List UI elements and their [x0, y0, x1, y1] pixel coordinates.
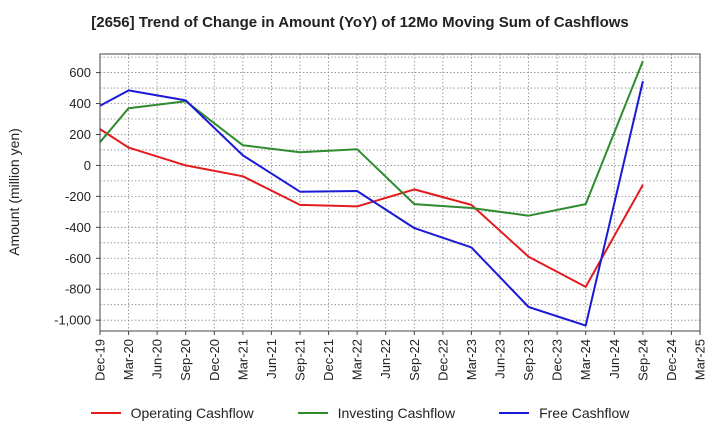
x-tick-label: Jun-20 — [150, 339, 165, 379]
legend-label-operating: Operating Cashflow — [130, 405, 254, 421]
x-tick-label: Sep-20 — [178, 339, 193, 381]
x-tick-label: Dec-24 — [664, 339, 679, 381]
plot-area — [100, 54, 700, 331]
x-tick-labels: Dec-19 Mar-20 Jun-20 Sep-20 Dec-20 Mar-21 Jun-… — [93, 331, 708, 381]
x-tick-label: Dec-21 — [321, 339, 336, 381]
series-lines — [99, 60, 644, 327]
legend-swatch-operating — [90, 412, 121, 414]
series-line-investing-cashflow — [99, 60, 644, 217]
x-tick-label: Jun-24 — [607, 339, 622, 379]
legend-item-operating: Operating Cashflow — [90, 405, 254, 421]
x-tick-label: Mar-20 — [121, 339, 136, 380]
legend-label-free: Free Cashflow — [539, 405, 630, 421]
series-line-free-cashflow — [99, 80, 644, 327]
legend-item-investing: Investing Cashflow — [297, 405, 456, 421]
x-tick-label: Mar-24 — [578, 339, 593, 380]
y-tick-label: -800 — [65, 282, 91, 297]
legend-label-investing: Investing Cashflow — [337, 405, 456, 421]
y-tick-label: -200 — [65, 189, 91, 204]
x-tick-label: Mar-21 — [235, 339, 250, 380]
x-tick-label: Jun-21 — [264, 339, 279, 379]
x-tick-label: Mar-25 — [693, 339, 708, 380]
x-tick-label: Dec-22 — [435, 339, 450, 381]
y-tick-label: -600 — [65, 251, 91, 266]
x-tick-label: Dec-20 — [207, 339, 222, 381]
x-tick-label: Sep-22 — [407, 339, 422, 381]
x-tick-label: Mar-23 — [464, 339, 479, 380]
legend: Operating Cashflow Investing Cashflow Fr… — [0, 405, 720, 421]
legend-swatch-free — [499, 412, 530, 414]
y-tick-label: 0 — [84, 158, 91, 173]
y-axis-label: Amount (million yen) — [6, 128, 22, 256]
y-tick-label: -400 — [65, 220, 91, 235]
y-tick-labels: -1,000 -800 -600 -400 -200 0 200 400 600 — [54, 65, 100, 328]
x-tick-label: Sep-24 — [635, 339, 650, 381]
x-tick-label: Sep-23 — [521, 339, 536, 381]
series-line-operating-cashflow — [99, 128, 644, 288]
x-tick-label: Mar-22 — [350, 339, 365, 380]
x-tick-label: Jun-22 — [378, 339, 393, 379]
legend-swatch-investing — [297, 412, 328, 414]
y-tick-label: -1,000 — [54, 313, 91, 328]
x-tick-label: Sep-21 — [293, 339, 308, 381]
x-tick-label: Dec-23 — [550, 339, 565, 381]
x-tick-label: Jun-23 — [493, 339, 508, 379]
plot-border — [99, 53, 701, 332]
chart-title: [2656] Trend of Change in Amount (YoY) o… — [91, 14, 629, 31]
x-tick-label: Dec-19 — [93, 339, 108, 381]
y-tick-label: 600 — [69, 65, 91, 80]
legend-item-free: Free Cashflow — [499, 405, 629, 421]
y-tick-label: 200 — [69, 127, 91, 142]
y-tick-label: 400 — [69, 96, 91, 111]
